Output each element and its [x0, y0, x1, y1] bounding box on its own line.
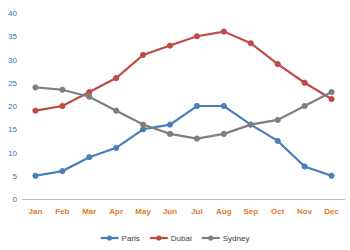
x-tick-label: Jun — [163, 207, 177, 216]
series-line — [35, 87, 331, 138]
legend-item: Dubai — [150, 234, 192, 243]
series-line — [35, 106, 331, 176]
y-tick-label: 10 — [8, 149, 17, 158]
x-tick-label: Feb — [55, 207, 69, 216]
series-marker — [33, 108, 38, 113]
series-marker — [167, 43, 172, 48]
legend-marker — [208, 235, 213, 240]
series-marker — [60, 169, 65, 174]
x-tick-label: Mar — [82, 207, 96, 216]
x-tick-label: Nov — [297, 207, 313, 216]
series-marker — [329, 89, 334, 94]
series-marker — [33, 173, 38, 178]
series-marker — [194, 34, 199, 39]
series-marker — [302, 80, 307, 85]
y-tick-label: 15 — [8, 125, 17, 134]
y-tick-label: 0 — [13, 195, 18, 204]
chart-container: 0 5 10 15 20 25 30 35 40 Jan Feb Mar Apr May Jun Jul Aug… — [0, 0, 350, 250]
series-marker — [248, 122, 253, 127]
legend-marker — [156, 235, 161, 240]
series-marker — [221, 29, 226, 34]
x-tick-label: Jan — [29, 207, 43, 216]
y-tick-label: 35 — [8, 32, 17, 41]
series-marker — [275, 138, 280, 143]
series-marker — [221, 131, 226, 136]
series-marker — [167, 122, 172, 127]
x-tick-label: Apr — [109, 207, 123, 216]
series-marker — [60, 103, 65, 108]
series-marker — [302, 103, 307, 108]
x-tick-label: Oct — [271, 207, 285, 216]
x-tick-label: May — [135, 207, 151, 216]
legend-label: Paris — [122, 234, 140, 243]
legend: Paris Dubai Sydney — [101, 234, 250, 243]
series-marker — [87, 155, 92, 160]
series-marker — [275, 62, 280, 67]
series-marker — [141, 52, 146, 57]
series-marker — [114, 145, 119, 150]
page: {"chart_data": {"type": "line", "categor… — [0, 0, 350, 250]
plot-area — [33, 29, 334, 178]
x-axis-line — [22, 199, 345, 200]
x-tick-label: Aug — [216, 207, 232, 216]
legend-label: Sydney — [223, 234, 250, 243]
series-marker — [248, 41, 253, 46]
x-tick-label: Jul — [191, 207, 203, 216]
series-marker — [329, 96, 334, 101]
series-marker — [221, 103, 226, 108]
series-line — [35, 32, 331, 111]
legend-marker — [107, 235, 112, 240]
series-marker — [329, 173, 334, 178]
series-marker — [114, 108, 119, 113]
series-marker — [87, 94, 92, 99]
series-marker — [275, 117, 280, 122]
legend-label: Dubai — [171, 234, 192, 243]
series-marker — [194, 136, 199, 141]
chart-svg: 0 5 10 15 20 25 30 35 40 Jan Feb Mar Apr May Jun Jul Aug… — [0, 0, 350, 250]
y-tick-label: 25 — [8, 79, 17, 88]
series-marker — [248, 122, 253, 127]
series-marker — [302, 164, 307, 169]
series-marker — [167, 131, 172, 136]
series-marker — [114, 76, 119, 81]
legend-item: Sydney — [202, 234, 250, 243]
y-tick-label: 5 — [13, 172, 18, 181]
legend-item: Paris — [101, 234, 140, 243]
y-tick-label: 30 — [8, 56, 17, 65]
series-marker — [194, 103, 199, 108]
y-tick-label: 20 — [8, 102, 17, 111]
series-marker — [33, 85, 38, 90]
series-marker — [60, 87, 65, 92]
series-marker — [141, 122, 146, 127]
y-tick-label: 40 — [8, 9, 17, 18]
x-tick-label: Sep — [243, 207, 258, 216]
x-tick-label: Dec — [324, 207, 339, 216]
